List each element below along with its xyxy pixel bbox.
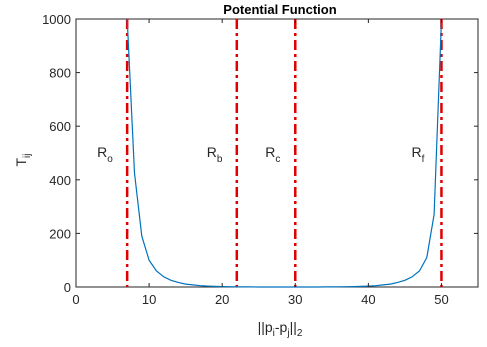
y-tick-label: 600 — [49, 119, 71, 134]
x-tick-label: 20 — [215, 292, 229, 307]
series-line — [126, 18, 443, 288]
region-marker-label: Rc — [265, 144, 280, 165]
region-markers — [125, 19, 443, 287]
chart-title: Potential Function — [223, 2, 336, 17]
plot-area — [75, 18, 479, 288]
series-lines — [126, 18, 443, 288]
x-axis-label-sub-2: 2 — [297, 328, 303, 339]
x-tick-label: 0 — [72, 292, 79, 307]
y-tick-label: 800 — [49, 66, 71, 81]
plot-background — [76, 19, 478, 287]
x-axis-label-sub-j: j — [286, 328, 289, 339]
x-tick-label: 40 — [361, 292, 375, 307]
region-marker-label: Ro — [97, 144, 113, 165]
region-marker-label: Rb — [207, 144, 223, 165]
x-axis-label-sub-i: i — [273, 328, 275, 339]
axis-ticks: 0 10 20 30 40 50 0 200 400 600 800 1000 — [42, 12, 478, 307]
x-tick-label: 10 — [142, 292, 156, 307]
x-tick-label: 30 — [288, 292, 302, 307]
y-tick-label: 0 — [64, 280, 71, 295]
x-axis-label: ||pi-pj||2 — [258, 319, 303, 339]
x-tick-label: 50 — [434, 292, 448, 307]
region-labels: Ro Rb Rc Rf — [97, 144, 424, 165]
y-axis-label: Tij — [13, 153, 33, 166]
x-axis-label-mid: -p — [275, 319, 288, 335]
y-tick-label: 200 — [49, 226, 71, 241]
y-tick-label: 400 — [49, 173, 71, 188]
y-tick-label: 1000 — [42, 12, 71, 27]
x-axis-label-close: || — [290, 319, 297, 335]
y-axis-label-sub: ij — [22, 153, 33, 157]
region-marker-label: Rf — [411, 144, 424, 165]
